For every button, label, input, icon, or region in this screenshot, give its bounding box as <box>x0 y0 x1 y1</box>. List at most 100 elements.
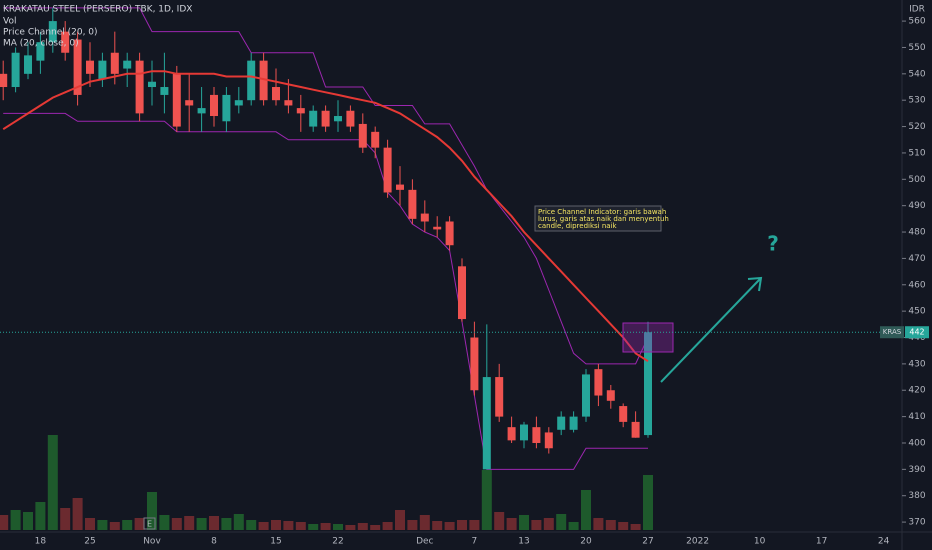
arrow-shaft <box>660 278 761 383</box>
y-tick-label: 420 <box>908 386 925 396</box>
volume-bar <box>531 520 542 530</box>
candle-body <box>482 377 491 470</box>
question-mark: ? <box>767 232 779 256</box>
volume-bar <box>85 518 95 530</box>
candle-body <box>495 377 504 417</box>
volume-bar <box>47 435 58 530</box>
y-tick-label: 450 <box>908 307 925 317</box>
candle-body <box>582 374 590 417</box>
x-tick-label: 18 <box>35 537 47 547</box>
volume-bar <box>0 515 9 530</box>
candle-body <box>110 52 119 74</box>
candle-body <box>135 60 144 114</box>
candle-body <box>36 42 45 61</box>
candle-body <box>296 108 305 114</box>
y-tick-label: 430 <box>908 359 925 369</box>
candle-body <box>544 432 553 449</box>
channel-lower <box>3 112 648 470</box>
volume-bar <box>370 525 381 530</box>
volume-bar <box>60 508 71 530</box>
legend-channel: Price Channel (20, 0) <box>3 28 98 38</box>
candle-body <box>520 424 528 441</box>
candle-body <box>197 108 206 114</box>
x-tick-label: 25 <box>84 537 95 547</box>
volume-bar <box>233 514 244 530</box>
price-tag <box>905 326 929 339</box>
candle-body <box>594 369 603 396</box>
y-tick-label: 500 <box>908 175 925 185</box>
volume-bar <box>643 475 653 530</box>
volume-bar <box>295 522 306 530</box>
volume-bar <box>184 516 195 530</box>
volume-bar <box>246 520 257 530</box>
annotation-line: lurus, garis atas naik dan menyentuh <box>538 215 669 223</box>
y-tick-label: 400 <box>908 438 925 448</box>
volume-bar <box>308 524 319 530</box>
candle-body <box>532 427 541 443</box>
volume-bar <box>333 524 343 530</box>
candle-body <box>123 60 132 69</box>
volume-bar <box>630 524 641 530</box>
candle-body <box>470 337 479 391</box>
volume-bar <box>345 525 356 530</box>
y-tick-label: 480 <box>908 228 925 238</box>
volume-bar <box>97 520 108 530</box>
ma-line <box>2 70 649 363</box>
candle-body <box>222 94 231 122</box>
channel-upper <box>3 7 649 365</box>
volume-bar <box>543 518 554 530</box>
y-tick-label: 470 <box>908 254 925 264</box>
volume-bar <box>593 518 604 530</box>
candle-body <box>396 184 404 190</box>
volume-bar <box>147 492 157 530</box>
x-tick-label: 22 <box>332 537 343 547</box>
candle-body <box>48 21 57 43</box>
y-tick-label: 520 <box>908 122 925 132</box>
volume-bar <box>519 515 529 530</box>
x-tick-label: 7 <box>472 537 478 547</box>
y-tick-label: 460 <box>908 280 925 290</box>
legend-volume: Vol <box>3 17 16 27</box>
volume-bar <box>159 515 170 530</box>
candle-body <box>458 266 466 320</box>
volume-bar <box>35 502 46 530</box>
y-tick-label: 530 <box>908 96 925 106</box>
y-tick-label: 510 <box>908 148 925 158</box>
candle-body <box>259 60 268 101</box>
x-tick-label: 20 <box>580 537 592 547</box>
volume-bar <box>556 514 567 530</box>
volume-bar <box>407 520 418 530</box>
volume-bar <box>444 522 455 530</box>
candle-body <box>557 416 566 430</box>
marker-box <box>143 517 156 530</box>
volume-bar <box>171 518 182 530</box>
x-tick-label: 27 <box>642 537 653 547</box>
candle-body <box>0 73 8 88</box>
x-tick-label: Dec <box>416 537 433 547</box>
x-tick-label: 8 <box>211 537 217 547</box>
x-tick-label: Nov <box>143 537 161 547</box>
candle-body <box>148 81 156 88</box>
plot-area <box>0 7 653 530</box>
volume-bar <box>271 520 281 530</box>
chart-title: KRAKATAU STEEL (PERSERO) TBK, 1D, IDX <box>3 5 192 15</box>
candle-body <box>619 406 628 422</box>
candle-body <box>86 60 94 74</box>
volume-bar <box>221 518 232 530</box>
volume-bar <box>23 512 33 530</box>
marker-label: E <box>147 520 152 529</box>
highlight-box <box>622 322 674 353</box>
candle-body <box>433 226 442 230</box>
candle-body <box>321 110 330 127</box>
volume-bar <box>134 518 145 530</box>
volume-bar <box>605 520 616 530</box>
x-tick-label: 24 <box>878 537 890 547</box>
candle-body <box>73 39 82 95</box>
candle-body <box>284 100 293 106</box>
candle-body <box>61 31 70 53</box>
candle-body <box>309 110 318 127</box>
volume-bar <box>618 522 629 530</box>
candle-body <box>383 147 392 193</box>
candle-body <box>98 60 107 80</box>
